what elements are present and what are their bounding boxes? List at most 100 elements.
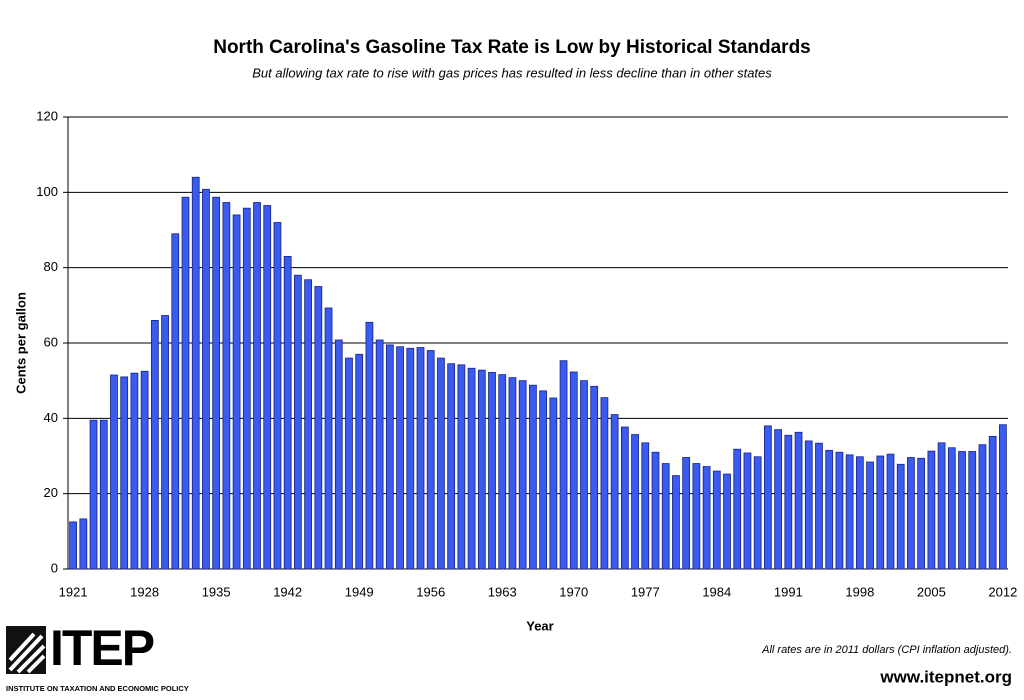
bar <box>620 426 629 570</box>
bar <box>917 457 926 570</box>
bar <box>294 274 302 570</box>
bar <box>672 475 680 570</box>
bar <box>815 442 823 570</box>
bar <box>416 347 425 570</box>
bar <box>181 196 190 570</box>
logo-stripes <box>8 632 46 674</box>
bar <box>477 369 486 570</box>
x-tick-label: 1998 <box>845 584 874 599</box>
bar <box>130 372 139 570</box>
bar <box>79 518 88 570</box>
bar <box>365 321 374 570</box>
bar <box>559 360 568 570</box>
bar <box>140 370 149 570</box>
bar <box>171 233 180 570</box>
bar <box>498 374 507 570</box>
x-tick-label: 1963 <box>488 584 517 599</box>
logo-text: ITEP <box>50 620 154 676</box>
bar <box>375 339 384 570</box>
bar <box>569 371 578 570</box>
logo: ITEP INSTITUTE ON TAXATION AND ECONOMIC … <box>6 620 189 693</box>
x-tick-label: 2005 <box>917 584 946 599</box>
bar <box>743 452 752 570</box>
bar <box>610 414 619 570</box>
bar <box>345 357 353 570</box>
bar <box>682 457 691 570</box>
bar <box>406 347 415 570</box>
bar <box>396 346 404 570</box>
bar <box>784 434 793 570</box>
bar <box>764 425 772 570</box>
y-tick-label: 60 <box>44 334 58 349</box>
bar <box>988 436 997 570</box>
bar <box>825 449 834 570</box>
y-axis-label: Cents per gallon <box>13 292 28 394</box>
bar <box>110 374 118 570</box>
bar <box>99 419 108 570</box>
bar <box>937 442 946 570</box>
bar <box>232 214 241 570</box>
bar <box>212 196 221 570</box>
bar <box>947 447 956 570</box>
bar <box>733 448 742 570</box>
x-tick-label: 1928 <box>130 584 159 599</box>
bar <box>467 367 476 570</box>
x-tick-label: 1935 <box>202 584 231 599</box>
x-tick-label: 1977 <box>631 584 660 599</box>
bar <box>896 463 905 570</box>
bar <box>324 307 333 570</box>
bar <box>661 463 670 570</box>
x-tick-label: 1921 <box>59 584 88 599</box>
y-tick-label: 20 <box>44 485 58 500</box>
bar <box>69 521 77 570</box>
bar <box>355 353 364 570</box>
y-tick-label: 120 <box>36 108 58 123</box>
bar <box>641 442 650 570</box>
bar <box>876 455 885 570</box>
bar <box>508 377 517 570</box>
bar <box>539 390 547 570</box>
bar <box>968 451 977 570</box>
bar <box>845 454 854 570</box>
x-axis-label: Year <box>526 618 553 633</box>
bar <box>457 364 466 570</box>
bar <box>590 385 599 570</box>
bar <box>242 207 251 570</box>
bar <box>150 319 159 570</box>
footnote: All rates are in 2011 dollars (CPI infla… <box>761 644 1012 656</box>
x-tick-label: 1991 <box>774 584 803 599</box>
bar <box>253 202 261 570</box>
bar <box>222 202 231 570</box>
chart-title: North Carolina's Gasoline Tax Rate is Lo… <box>213 37 811 58</box>
chart-subtitle: But allowing tax rate to rise with gas p… <box>252 65 772 80</box>
bar <box>978 444 987 570</box>
bar <box>161 315 169 570</box>
bar <box>488 371 496 570</box>
bar <box>385 344 394 570</box>
bar <box>804 440 813 570</box>
x-tick-label: 1984 <box>702 584 731 599</box>
bar <box>334 339 343 570</box>
bar <box>447 363 456 570</box>
y-tick-label: 100 <box>36 184 58 199</box>
y-tick-label: 80 <box>44 259 58 274</box>
x-tick-label: 1956 <box>416 584 445 599</box>
bar <box>835 451 844 570</box>
bar <box>202 188 210 570</box>
bar <box>866 461 874 570</box>
y-tick-label: 0 <box>51 560 58 575</box>
bar <box>314 286 323 570</box>
x-tick-label: 1942 <box>273 584 302 599</box>
bar <box>580 380 588 570</box>
bar <box>999 424 1007 570</box>
bar <box>191 176 200 570</box>
x-tick-label: 1949 <box>345 584 374 599</box>
bar <box>120 376 129 570</box>
x-tick-label: 2012 <box>988 584 1017 599</box>
bar <box>437 357 445 570</box>
bar <box>855 456 864 570</box>
bar <box>958 451 966 570</box>
url: www.itepnet.org <box>879 667 1012 686</box>
bar <box>273 222 282 570</box>
